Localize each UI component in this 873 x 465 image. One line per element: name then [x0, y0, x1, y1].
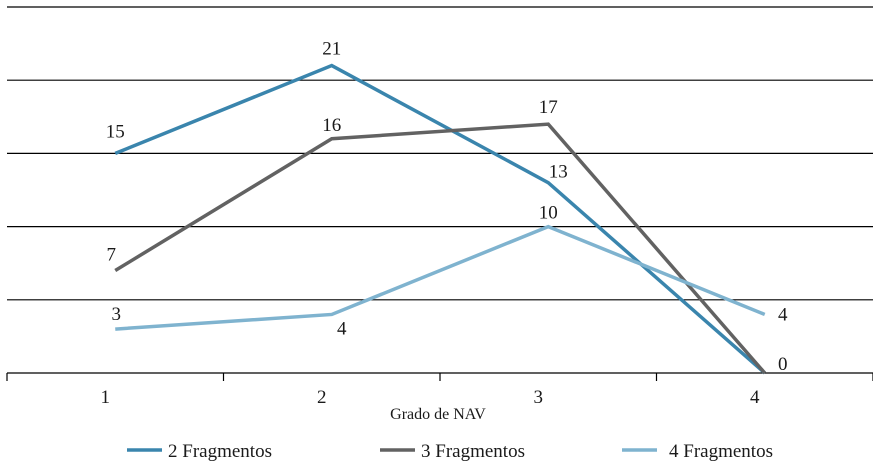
x-tick-label: 3 — [534, 387, 544, 408]
data-label: 10 — [539, 203, 558, 224]
data-label: 21 — [322, 39, 341, 60]
data-label: 4 — [778, 304, 788, 325]
data-label: 13 — [549, 162, 568, 183]
legend-label: 3 Fragmentos — [421, 441, 525, 462]
data-label: 7 — [107, 245, 117, 266]
x-tick-label: 2 — [317, 387, 327, 408]
data-label: 16 — [322, 115, 341, 136]
data-label: 3 — [112, 304, 122, 325]
legend-label: 4 Fragmentos — [669, 441, 773, 462]
x-axis-title: Grado de NAV — [390, 406, 486, 423]
legend-label: 2 Fragmentos — [168, 441, 272, 462]
legend: 2 Fragmentos 3 Fragmentos 4 Fragmentos — [127, 441, 773, 462]
series-line — [115, 224, 766, 331]
series-lines — [114, 63, 767, 375]
series-line — [114, 122, 767, 375]
data-label: 0 — [778, 354, 788, 375]
data-labels: 15 21 13 7 16 17 3 4 10 4 0 — [106, 39, 788, 375]
x-tick-label: 4 — [750, 387, 760, 408]
x-axis: 1 2 3 4 — [6, 372, 873, 408]
data-label: 17 — [539, 97, 558, 118]
data-label: 15 — [106, 121, 125, 142]
x-tick-label: 1 — [101, 387, 111, 408]
data-label: 4 — [337, 318, 347, 339]
series-line — [114, 63, 766, 375]
